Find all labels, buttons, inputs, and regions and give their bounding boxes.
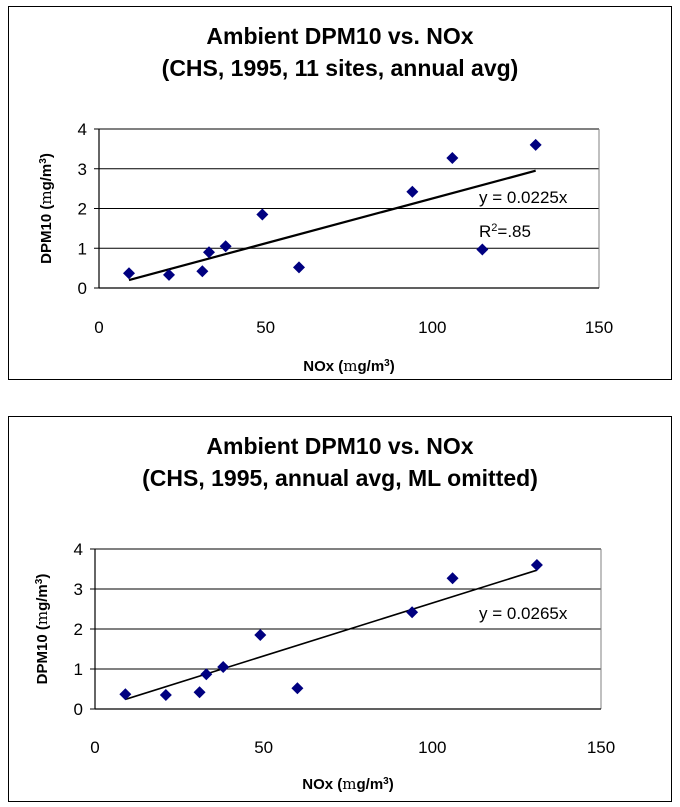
- x-tick-label: 0: [94, 318, 103, 337]
- chart-title: Ambient DPM10 vs. NOx: [206, 433, 474, 459]
- data-point: [159, 689, 172, 701]
- y-tick-label: 2: [78, 200, 87, 219]
- data-point: [529, 138, 542, 151]
- chart-svg: 0 1 2 3 4 0 50 100 150 NOx (mg/m3) DPM10 (mg/m3) y …: [33, 540, 615, 793]
- x-tick-label: 50: [256, 318, 275, 337]
- data-point: [446, 152, 459, 165]
- y-tick-label: 1: [74, 660, 83, 679]
- y-tick-label: 1: [78, 239, 87, 258]
- y-tick-label: 3: [74, 580, 83, 599]
- y-tick-label: 4: [74, 540, 83, 559]
- y-axis-label: DPM10 (mg/m3): [37, 153, 55, 264]
- x-tick-label: 150: [585, 318, 613, 337]
- y-tick-label: 3: [78, 160, 87, 179]
- x-tick-label: 0: [90, 738, 99, 757]
- data-point: [293, 261, 305, 274]
- trendline: [125, 569, 538, 701]
- y-tick-label: 0: [74, 700, 83, 719]
- data-point: [193, 686, 206, 699]
- data-point: [203, 246, 215, 259]
- data-point: [406, 606, 419, 619]
- data-point: [200, 668, 213, 681]
- chart-svg: 0 1 2 3 4 0 50 100 150 NOx (mg/m3) DPM10 (mg/m3) y …: [37, 120, 613, 375]
- y-tick-label: 0: [78, 279, 87, 298]
- x-tick-label: 100: [418, 738, 446, 757]
- data-point: [119, 688, 132, 701]
- chart-subtitle: (CHS, 1995, annual avg, ML omitted): [142, 465, 538, 491]
- data-point: [196, 265, 209, 278]
- data-point: [406, 185, 419, 198]
- data-point: [163, 268, 175, 281]
- trendline-equation: y = 0.0225x: [479, 188, 568, 207]
- data-point: [291, 682, 304, 695]
- data-point: [446, 572, 459, 585]
- y-tick-label: 4: [78, 120, 87, 139]
- trendline-r-squared: R2=.85: [479, 222, 531, 241]
- data-point: [530, 559, 543, 571]
- data-point: [476, 243, 489, 256]
- trendline-equation: y = 0.0265x: [479, 604, 568, 623]
- data-point: [217, 661, 230, 673]
- chart-panel-1: Ambient DPM10 vs. NOx (CHS, 1995, 11 sit…: [8, 6, 672, 380]
- data-point: [123, 267, 135, 280]
- data-point: [219, 240, 232, 253]
- trendline: [128, 169, 536, 282]
- data-point: [256, 208, 269, 221]
- x-axis-label: NOx (mg/m3): [302, 775, 393, 793]
- x-axis-label: NOx (mg/m3): [303, 357, 394, 375]
- x-tick-label: 100: [418, 318, 446, 337]
- chart-panel-2: Ambient DPM10 vs. NOx (CHS, 1995, annual…: [8, 416, 672, 802]
- x-tick-label: 150: [587, 738, 615, 757]
- chart-title: Ambient DPM10 vs. NOx: [206, 23, 474, 49]
- chart-subtitle: (CHS, 1995, 11 sites, annual avg): [161, 55, 519, 81]
- x-tick-label: 50: [254, 738, 273, 757]
- y-tick-label: 2: [74, 620, 83, 639]
- data-point: [254, 629, 267, 641]
- y-axis-label: DPM10 (mg/m3): [33, 574, 51, 685]
